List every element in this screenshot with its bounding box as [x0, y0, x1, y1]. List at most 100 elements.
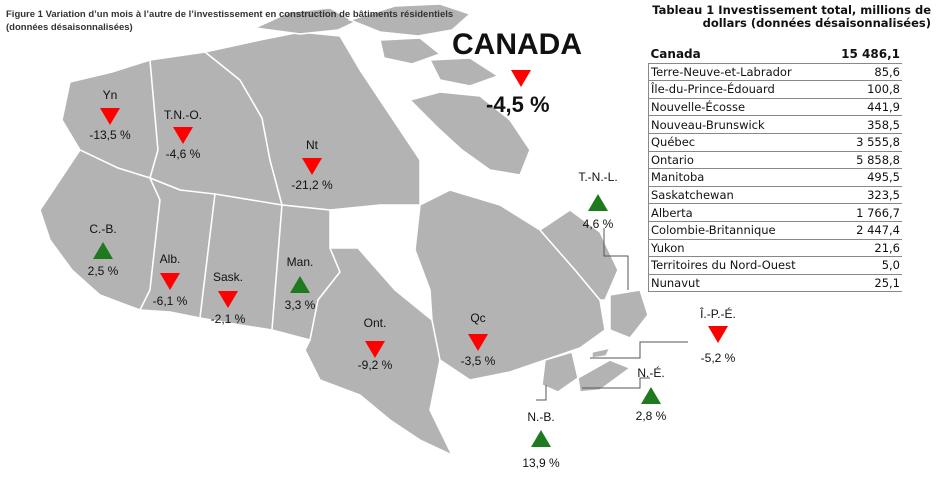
table-row: Nunavut 25,1 — [647, 273, 902, 293]
region-label-tno: T.N.-O. — [164, 108, 202, 122]
region-change-man: 3,3 % — [284, 298, 316, 312]
table-row: Québec 3 555,8 — [647, 132, 902, 152]
canada-label: CANADA — [452, 28, 582, 61]
table-row-label: Yukon — [647, 238, 827, 257]
region-label-sask: Sask. — [212, 270, 244, 284]
region-arrow-down-icon — [708, 326, 728, 343]
region-arrow-up-icon — [641, 387, 661, 404]
region-change-sask: -2,1 % — [210, 312, 246, 326]
map-labrador — [538, 209, 619, 301]
region-label-nt: Nt — [306, 138, 318, 152]
region-arrow-down-icon — [218, 291, 238, 308]
region-arrow-up-icon — [93, 242, 113, 259]
leader-ipe — [590, 341, 688, 359]
region-change-tno: -4,6 % — [165, 147, 201, 161]
table-row: Yukon 21,6 — [647, 238, 902, 257]
region-label-alb: Alb. — [159, 252, 181, 266]
region-change-nt: -21,2 % — [291, 178, 333, 192]
table-row-value: 3 555,8 — [826, 132, 902, 152]
region-change-ne: 2,8 % — [635, 409, 667, 423]
table-title-line2: dollars (données désaisonnalisées) — [702, 16, 931, 30]
region-label-ipe: Î.-P.-É. — [700, 307, 736, 321]
leader-nb — [536, 385, 547, 401]
figure-title: Figure 1 Variation d’un mois à l’autre d… — [6, 8, 566, 34]
table-row: Saskatchewan 323,5 — [647, 185, 902, 204]
table-row-label: Saskatchewan — [647, 185, 827, 204]
region-label-ont: Ont. — [363, 316, 387, 330]
map-quebec — [414, 189, 606, 381]
canada-change: -4,5 % — [486, 92, 550, 117]
region-arrow-down-icon — [468, 334, 488, 351]
table-row: Territoires du Nord-Ouest 5,0 — [647, 256, 902, 275]
region-arrow-down-icon — [173, 127, 193, 144]
table-row-value: 5,0 — [826, 256, 902, 275]
canada-arrow-down-icon — [511, 70, 531, 87]
figure-title-line2: (données désaisonnalisées) — [6, 22, 133, 33]
table-row-label: Nouvelle-Écosse — [647, 97, 827, 116]
leader-tnl — [603, 228, 629, 290]
table-row-value: 1 766,7 — [826, 203, 902, 222]
table-row-value: 21,6 — [826, 238, 902, 257]
map-arctic-3 — [379, 37, 442, 65]
region-arrow-up-icon — [290, 276, 310, 293]
region-label-ne: N.-É. — [637, 366, 665, 380]
table-row: Alberta 1 766,7 — [647, 203, 902, 222]
table-row-value: 5 858,8 — [826, 150, 902, 169]
region-change-tnl: 4,6 % — [582, 217, 614, 231]
table-row-label: Québec — [647, 132, 827, 152]
leader-ne — [582, 377, 650, 389]
map-new-brunswick — [541, 351, 579, 393]
region-arrow-up-icon — [588, 194, 608, 211]
table-header-value: 15 486,1 — [841, 47, 900, 62]
table-row-value: 100,8 — [826, 80, 902, 99]
table-row: Nouveau-Brunswick 358,5 — [647, 115, 902, 134]
table-row-label: Nunavut — [647, 273, 827, 293]
table-title-line1: Tableau 1 Investissement total, millions… — [652, 3, 931, 17]
region-label-man: Man. — [286, 255, 314, 269]
region-arrow-down-icon — [365, 341, 385, 358]
map-newfoundland — [609, 289, 649, 339]
table-row-label: Manitoba — [647, 168, 827, 187]
region-label-nb: N.-B. — [527, 410, 555, 424]
table-row-label: Colombie-Britannique — [647, 220, 827, 240]
table-row: Île-du-Prince-Édouard 100,8 — [647, 80, 902, 99]
investment-table: Canada 15 486,1 Terre-Neuve-et-Labrador 8… — [647, 46, 903, 293]
map-baffin — [408, 91, 531, 176]
region-label-tnl: T.-N.-L. — [578, 170, 618, 184]
map-pei — [591, 346, 612, 359]
map-nova-scotia — [577, 359, 632, 393]
table-row: Ontario 5 858,8 — [647, 150, 902, 169]
region-label-cb: C.-B. — [89, 222, 117, 236]
map-saskatchewan — [199, 193, 283, 331]
table-row-value: 495,5 — [826, 168, 902, 187]
table-row: Colombie-Britannique 2 447,4 — [647, 220, 902, 240]
region-arrow-down-icon — [100, 108, 120, 125]
table-row: Manitoba 495,5 — [647, 168, 902, 187]
table-row-value: 358,5 — [826, 115, 902, 134]
table-row-value: 2 447,4 — [826, 220, 902, 240]
table-row-value: 441,9 — [826, 97, 902, 116]
region-change-alb: -6,1 % — [152, 294, 188, 308]
table-row-label: Terre-Neuve-et-Labrador — [647, 62, 827, 81]
region-change-ont: -9,2 % — [357, 358, 393, 372]
table-row-label: Ontario — [647, 150, 827, 169]
table-row-label: Nouveau-Brunswick — [647, 115, 827, 134]
table-header-row: Canada 15 486,1 — [649, 46, 903, 63]
region-change-qc: -3,5 % — [460, 354, 496, 368]
figure-title-line1: Figure 1 Variation d’un mois à l’autre d… — [6, 9, 454, 20]
region-change-ipe: -5,2 % — [700, 351, 736, 365]
region-change-cb: 2,5 % — [87, 264, 119, 278]
table-row-value: 323,5 — [826, 185, 902, 204]
region-label-qc: Qc — [470, 311, 486, 325]
region-change-nb: 13,9 % — [522, 456, 560, 470]
region-arrow-down-icon — [160, 273, 180, 290]
region-label-yn: Yn — [102, 88, 118, 102]
region-arrow-up-icon — [531, 430, 551, 447]
region-arrow-down-icon — [302, 158, 322, 175]
table-row-label: Alberta — [647, 203, 827, 222]
table-row-value: 25,1 — [826, 273, 902, 293]
table-row: Terre-Neuve-et-Labrador 85,6 — [647, 62, 902, 81]
table-header-label: Canada — [650, 47, 701, 62]
table-row-label: Île-du-Prince-Édouard — [647, 80, 827, 99]
